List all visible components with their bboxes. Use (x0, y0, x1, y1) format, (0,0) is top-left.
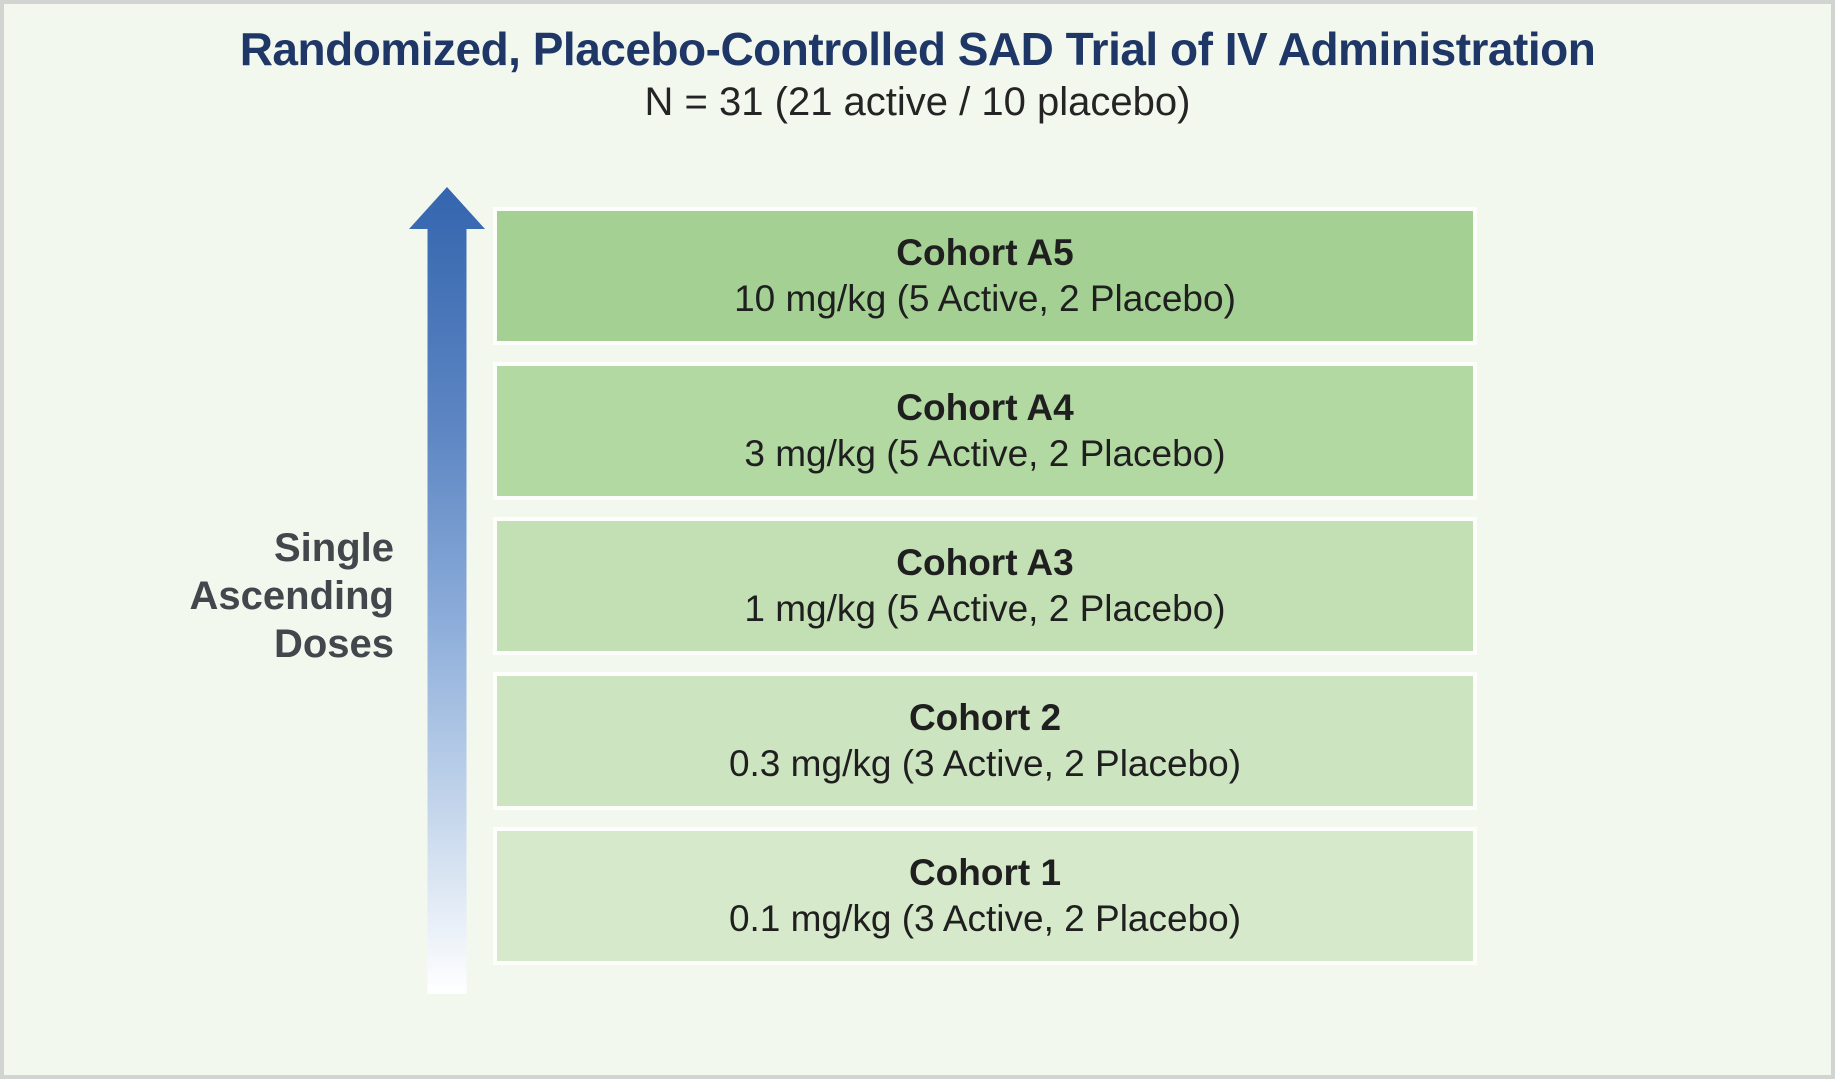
cohort-stack: Cohort A5 10 mg/kg (5 Active, 2 Placebo)… (493, 207, 1477, 982)
cohort-name: Cohort 1 (908, 852, 1062, 893)
dose-axis-label-line3: Doses (273, 622, 394, 666)
cohort-name: Cohort A5 (896, 232, 1074, 273)
cohort-dose: 0.1 mg/kg (3 Active, 2 Placebo) (728, 898, 1242, 939)
cohort-name: Cohort 2 (908, 697, 1062, 738)
cohort-box-a5: Cohort A5 10 mg/kg (5 Active, 2 Placebo) (493, 207, 1477, 345)
cohort-name: Cohort A4 (896, 387, 1074, 428)
cohort-name: Cohort A3 (896, 542, 1074, 583)
dose-axis-label: Single Ascending Doses (124, 524, 394, 668)
sample-size-subtitle: N = 31 (21 active / 10 placebo) (644, 80, 1191, 124)
cohort-dose: 1 mg/kg (5 Active, 2 Placebo) (744, 588, 1226, 629)
up-arrow-icon (409, 187, 485, 994)
cohort-box-a3: Cohort A3 1 mg/kg (5 Active, 2 Placebo) (493, 517, 1477, 655)
cohort-dose: 3 mg/kg (5 Active, 2 Placebo) (744, 433, 1226, 474)
dose-axis-label-line2: Ascending (189, 574, 394, 618)
cohort-box-2: Cohort 2 0.3 mg/kg (3 Active, 2 Placebo) (493, 672, 1477, 810)
dose-axis-label-line1: Single (273, 526, 394, 570)
cohort-box-1: Cohort 1 0.1 mg/kg (3 Active, 2 Placebo) (493, 827, 1477, 965)
cohort-dose: 0.3 mg/kg (3 Active, 2 Placebo) (728, 743, 1242, 784)
cohort-dose: 10 mg/kg (5 Active, 2 Placebo) (734, 278, 1236, 319)
page-title: Randomized, Placebo-Controlled SAD Trial… (239, 23, 1596, 75)
cohort-box-a4: Cohort A4 3 mg/kg (5 Active, 2 Placebo) (493, 362, 1477, 500)
ascending-dose-arrow (409, 187, 485, 994)
